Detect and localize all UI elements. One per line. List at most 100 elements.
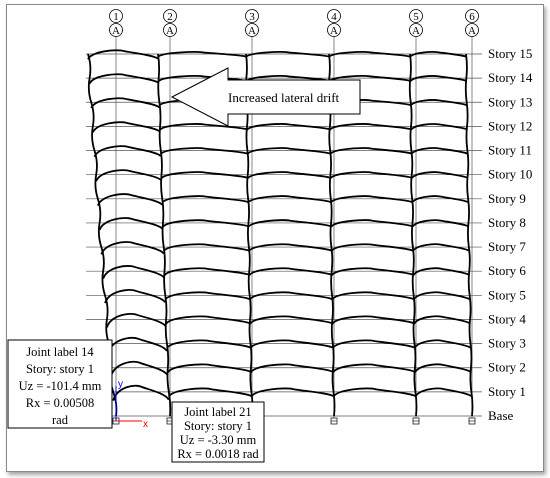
grid-number: 1 <box>113 11 119 23</box>
frame-beam <box>329 147 412 155</box>
frame-beam <box>104 288 167 304</box>
grid-number: 6 <box>469 11 475 23</box>
joint-14-line: rad <box>52 413 69 427</box>
grid-number: 2 <box>167 11 173 23</box>
frame-beam <box>98 217 164 231</box>
frame-beam <box>413 339 472 349</box>
frame-beam <box>164 291 251 301</box>
frame-beam <box>411 219 469 228</box>
frame-beam <box>410 147 468 155</box>
grid-number: 5 <box>413 11 419 23</box>
story-label: Story 14 <box>488 70 533 85</box>
frame-beam <box>93 145 162 158</box>
grid-bubble-letter <box>327 23 341 37</box>
story-label: Story 13 <box>488 94 532 109</box>
frame-beam <box>163 267 250 277</box>
grid-bubbles: 1 A 2 A 3 A 4 A 5 A 6 A <box>109 9 479 37</box>
frame-beam <box>247 195 332 204</box>
frame-beam <box>90 97 161 109</box>
story-label: Story 4 <box>488 311 526 326</box>
frame-beam <box>330 195 413 204</box>
frame-beam <box>165 315 251 325</box>
joint-14-line: Joint label 14 <box>26 345 94 359</box>
joint-14-line: Rx = 0.00508 <box>26 396 95 410</box>
frame-beam <box>160 147 248 155</box>
grid-letter: A <box>468 25 476 37</box>
grid-bubble-number <box>409 9 423 23</box>
story-label: Story 5 <box>488 287 526 302</box>
grid-bubble-number <box>245 9 259 23</box>
frame-beam <box>248 291 333 301</box>
grid-letter: A <box>330 25 338 37</box>
base-supports <box>112 417 476 425</box>
joint-21-callout: Joint label 21 Story: story 1 Uz = -3.30… <box>171 401 265 463</box>
frame-beam <box>249 339 334 349</box>
grid-bubble-letter <box>245 23 259 37</box>
frame-beam <box>246 123 331 131</box>
frame-beam <box>245 75 330 82</box>
frame-beam <box>95 169 163 182</box>
story-label: Story 8 <box>488 215 526 230</box>
story-label: Story 15 <box>488 46 532 61</box>
frame-beam <box>331 291 415 301</box>
grid-bubble-letter <box>163 23 177 37</box>
frame-beam <box>329 123 412 131</box>
grid-letter: A <box>248 25 256 37</box>
frame-beam <box>250 387 335 398</box>
grid-letter: A <box>112 25 120 37</box>
joint-14-line: Uz = -101.4 mm <box>19 379 102 393</box>
grid-letter: A <box>412 25 420 37</box>
frame-beam <box>328 75 411 82</box>
frame-beam <box>414 387 472 398</box>
joint-14-line: Story: story 1 <box>26 362 94 376</box>
grid-bubble-letter <box>109 23 123 37</box>
joint-21-line: Joint label 21 <box>184 405 251 419</box>
frame-beam <box>332 363 416 374</box>
frame-beam <box>245 51 330 58</box>
frame-beam <box>412 267 470 276</box>
frame-beam <box>157 75 247 82</box>
grid-number: 3 <box>249 11 255 23</box>
frame-beam <box>157 51 247 58</box>
frame-beam <box>160 171 249 179</box>
frame-beam <box>331 339 416 349</box>
frame-beam <box>167 363 252 374</box>
story-label: Story 1 <box>488 384 526 399</box>
frame-beam <box>97 193 163 206</box>
grid-bubble-number <box>327 9 341 23</box>
x-axis-label: x <box>143 419 148 430</box>
frame-beam <box>166 339 252 349</box>
frame-beam <box>161 195 249 204</box>
frame-beam <box>410 123 468 131</box>
joint-21-line: Story: story 1 <box>184 419 252 433</box>
frame-beam <box>414 363 472 374</box>
frame-beam <box>87 49 159 60</box>
story-label: Base <box>488 408 514 423</box>
local-axes: y x <box>115 379 148 430</box>
frame-beam <box>112 384 170 401</box>
frame-beam <box>409 75 467 82</box>
frame-beam <box>411 195 469 204</box>
frame-beam <box>412 291 471 301</box>
frame-beam <box>331 315 415 325</box>
grid-bubble-letter <box>465 23 479 37</box>
frame-beam <box>409 99 468 107</box>
frame-beam <box>92 121 161 133</box>
frame-beam <box>246 147 331 155</box>
drift-arrow-label: Increased lateral drift <box>228 90 340 105</box>
frame-column <box>408 53 418 417</box>
frame-beam <box>247 171 331 179</box>
frame-beam <box>102 265 166 280</box>
story-label: Story 12 <box>488 118 532 133</box>
frame-beam <box>162 219 249 228</box>
grid-bubble-letter <box>409 23 423 37</box>
story-label: Story 7 <box>488 239 526 254</box>
frame-beam <box>332 387 416 398</box>
frame-beam <box>167 387 252 398</box>
frame-beam <box>250 363 334 374</box>
frame-beam <box>106 312 167 328</box>
frame-beam <box>411 171 469 179</box>
story-label: Story 3 <box>488 336 526 351</box>
joint-21-line: Uz = -3.30 mm <box>180 433 257 447</box>
